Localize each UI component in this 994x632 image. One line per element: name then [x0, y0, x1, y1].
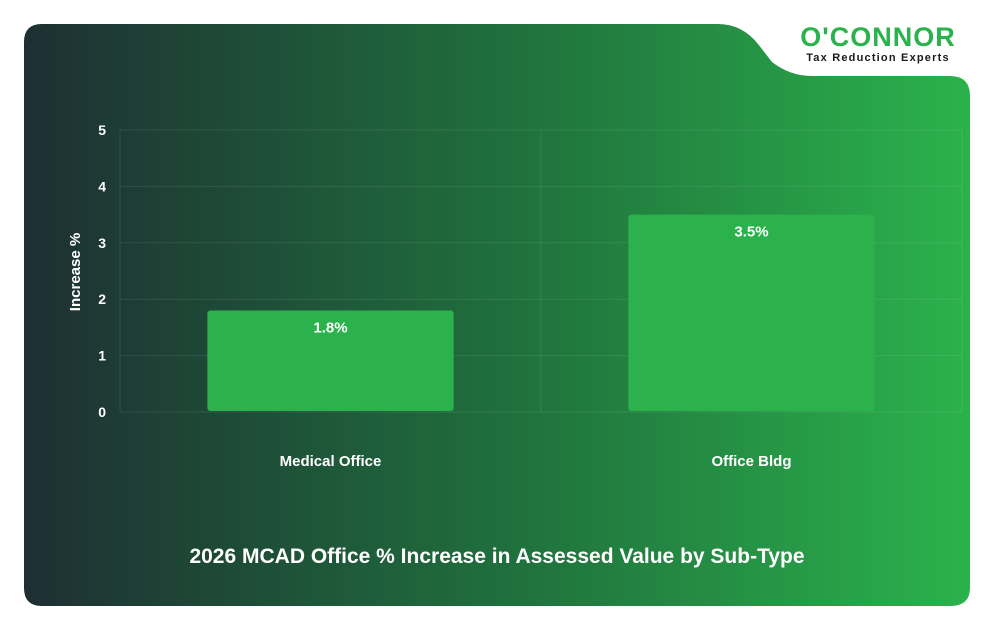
- bar: [207, 310, 454, 411]
- y-axis-ticks: 0 1 2 3 4 5: [98, 122, 106, 420]
- y-tick-label: 3: [98, 235, 106, 251]
- brand-name: O'CONNOR: [800, 22, 955, 52]
- y-tick-label: 5: [98, 122, 106, 138]
- y-tick-label: 4: [98, 178, 106, 194]
- bar: [628, 214, 875, 411]
- bar-value-label: 3.5%: [734, 224, 768, 241]
- y-axis-label: Increase %: [67, 233, 84, 311]
- brand-tagline: Tax Reduction Experts: [806, 52, 950, 64]
- bars: 1.8% Medical Office 3.5% Office Bldg: [207, 214, 875, 470]
- y-tick-label: 0: [98, 404, 106, 420]
- brand-logo: O'CONNOR Tax Reduction Experts: [800, 22, 955, 64]
- card-background: [24, 24, 970, 606]
- x-category-label: Medical Office: [280, 453, 382, 470]
- bar-value-label: 1.8%: [313, 319, 347, 336]
- x-category-label: Office Bldg: [711, 453, 791, 470]
- y-tick-label: 2: [98, 291, 106, 307]
- y-tick-label: 1: [98, 348, 106, 364]
- chart-title: 2026 MCAD Office % Increase in Assessed …: [189, 545, 804, 568]
